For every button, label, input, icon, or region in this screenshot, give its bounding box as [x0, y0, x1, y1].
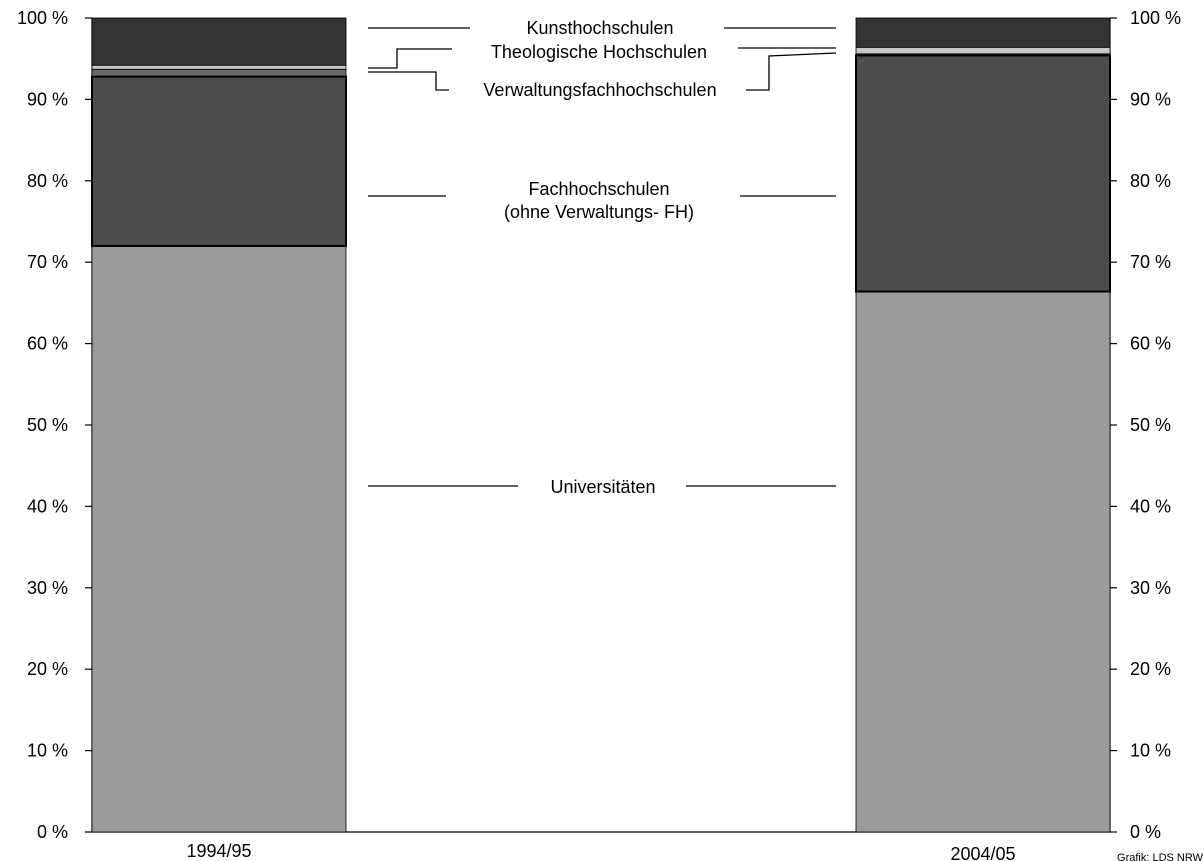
x-category-label: 2004/05 — [950, 844, 1015, 861]
y-tick-label-left: 100 % — [17, 8, 68, 28]
y-tick-label-left: 50 % — [27, 415, 68, 435]
leader-line — [368, 71, 449, 91]
bar-segment-outline — [855, 54, 1111, 293]
bar-segment — [855, 17, 1111, 48]
credit-text: Grafik: LDS NRW — [1117, 852, 1203, 861]
bar-segment — [91, 17, 347, 66]
y-tick-label-right: 10 % — [1130, 741, 1171, 761]
leader-line — [368, 48, 452, 69]
y-tick-label-left: 10 % — [27, 741, 68, 761]
label-fachhochschulen: Fachhochschulen — [528, 179, 669, 199]
bar-segment — [855, 291, 1111, 833]
y-tick-label-left: 40 % — [27, 496, 68, 516]
label-theologische-hochschulen: Theologische Hochschulen — [491, 42, 707, 62]
bar-segment — [855, 46, 1111, 55]
bar-segment — [91, 245, 347, 833]
bar-segment — [91, 68, 347, 78]
label-verwaltungsfachhochschulen: Verwaltungsfachhochschulen — [483, 80, 716, 100]
y-tick-label-right: 40 % — [1130, 496, 1171, 516]
leader-lines-layer — [368, 27, 837, 487]
y-tick-label-right: 0 % — [1130, 822, 1161, 842]
leader-line — [746, 52, 837, 91]
y-tick-label-left: 90 % — [27, 89, 68, 109]
y-tick-label-left: 20 % — [27, 659, 68, 679]
bars-layer: 1994/95 2004/05 — [91, 17, 1111, 861]
y-tick-label-right: 20 % — [1130, 659, 1171, 679]
label-universitaeten: Universitäten — [550, 477, 655, 497]
y-tick-label-right: 30 % — [1130, 578, 1171, 598]
label-kunsthochschulen: Kunsthochschulen — [526, 18, 673, 38]
y-tick-label-left: 70 % — [27, 252, 68, 272]
y-tick-label-right: 60 % — [1130, 334, 1171, 354]
y-tick-label-left: 80 % — [27, 171, 68, 191]
bar-segment — [855, 55, 1111, 292]
axes-layer: 0 % 0 % 10 % 10 % 20 % 20 % 30 % 30 % 40 % 40 % 50… — [17, 8, 1181, 842]
x-category-label: 1994/95 — [186, 841, 251, 861]
label-fachhochschulen-sub: (ohne Verwaltungs- FH) — [504, 202, 694, 222]
y-tick-label-right: 70 % — [1130, 252, 1171, 272]
bar-segment-outline — [91, 75, 347, 247]
y-tick-label-right: 80 % — [1130, 171, 1171, 191]
y-tick-label-left: 30 % — [27, 578, 68, 598]
bar-segment — [91, 76, 347, 247]
y-tick-label-right: 50 % — [1130, 415, 1171, 435]
bar-segment — [91, 64, 347, 70]
y-tick-label-left: 0 % — [37, 822, 68, 842]
y-tick-label-left: 60 % — [27, 334, 68, 354]
y-tick-label-right: 90 % — [1130, 89, 1171, 109]
y-tick-label-right: 100 % — [1130, 8, 1181, 28]
